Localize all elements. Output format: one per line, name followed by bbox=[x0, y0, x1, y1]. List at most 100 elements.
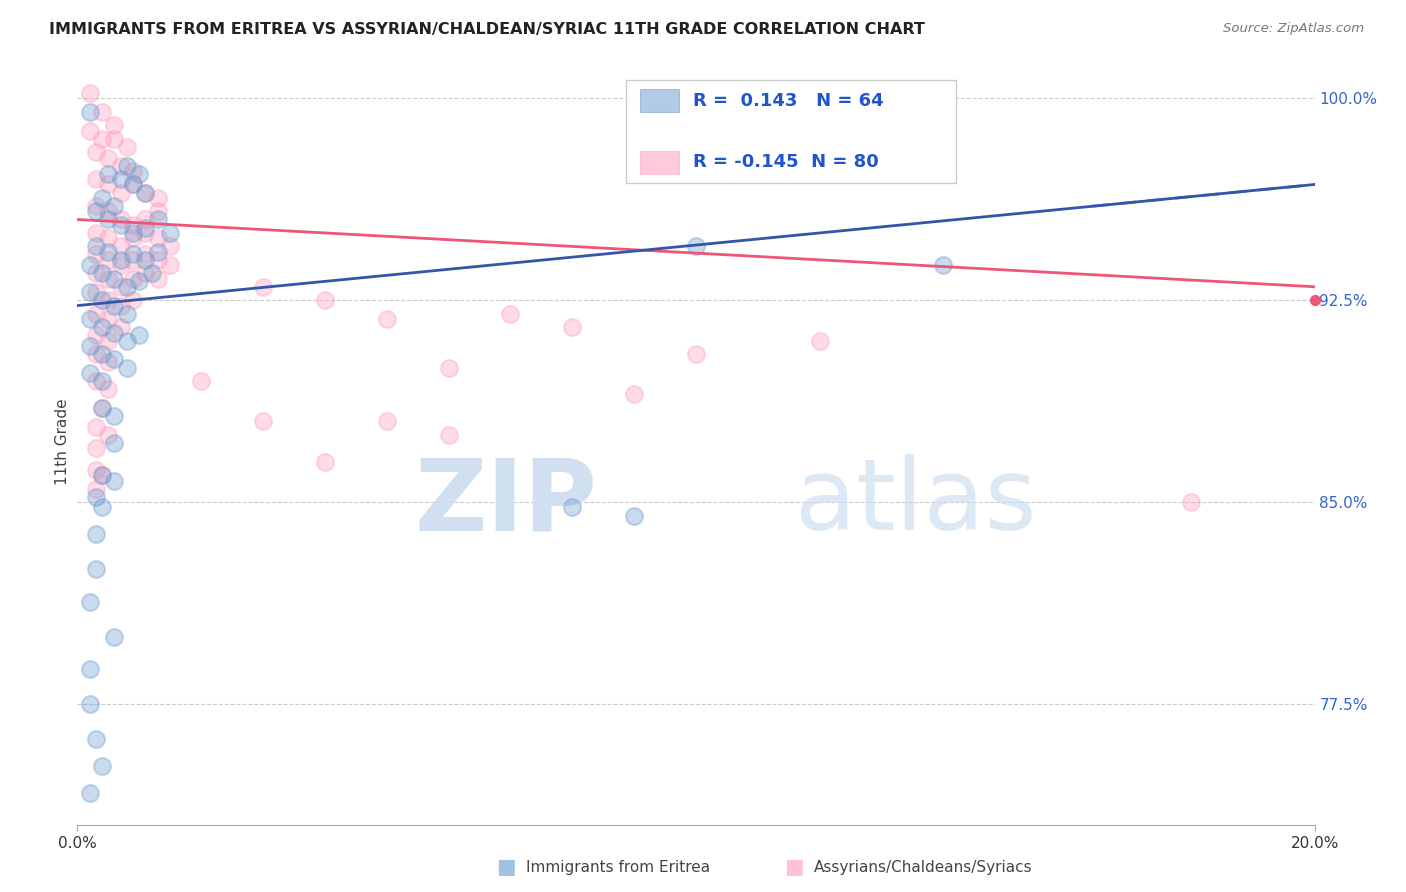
Point bbox=[84, 490, 107, 504]
Point bbox=[91, 401, 114, 415]
Point bbox=[110, 218, 132, 232]
Point bbox=[84, 199, 107, 213]
Point bbox=[79, 258, 101, 272]
Text: ■: ■ bbox=[785, 857, 804, 877]
Point bbox=[110, 299, 132, 313]
Point bbox=[79, 595, 101, 609]
Point bbox=[84, 463, 107, 477]
Point bbox=[122, 164, 145, 178]
Point bbox=[103, 132, 125, 146]
Point bbox=[134, 252, 156, 267]
Point bbox=[103, 352, 125, 367]
Point bbox=[97, 271, 120, 285]
Point bbox=[103, 436, 125, 450]
Text: IMMIGRANTS FROM ERITREA VS ASSYRIAN/CHALDEAN/SYRIAC 11TH GRADE CORRELATION CHART: IMMIGRANTS FROM ERITREA VS ASSYRIAN/CHAL… bbox=[49, 22, 925, 37]
Text: atlas: atlas bbox=[794, 454, 1036, 551]
Point bbox=[110, 279, 132, 293]
Point bbox=[79, 86, 101, 100]
Point bbox=[110, 252, 132, 267]
Point bbox=[146, 244, 169, 259]
Point bbox=[146, 231, 169, 245]
Point bbox=[84, 347, 107, 361]
Point bbox=[146, 252, 169, 267]
Point bbox=[134, 186, 156, 200]
Point bbox=[103, 326, 125, 340]
Point bbox=[84, 172, 107, 186]
Point bbox=[499, 307, 522, 321]
Point bbox=[79, 339, 101, 353]
Point bbox=[103, 271, 125, 285]
Point bbox=[110, 320, 132, 334]
Point bbox=[84, 239, 107, 253]
Point bbox=[122, 178, 145, 192]
Point bbox=[134, 266, 156, 280]
Text: R =  0.143   N = 64: R = 0.143 N = 64 bbox=[693, 92, 884, 110]
Text: ■: ■ bbox=[496, 857, 516, 877]
Point bbox=[159, 239, 181, 253]
Y-axis label: 11th Grade: 11th Grade bbox=[55, 398, 70, 485]
Text: Source: ZipAtlas.com: Source: ZipAtlas.com bbox=[1223, 22, 1364, 36]
Point bbox=[84, 482, 107, 496]
Point bbox=[159, 258, 181, 272]
Text: R = -0.145  N = 80: R = -0.145 N = 80 bbox=[693, 153, 879, 171]
Point bbox=[91, 374, 114, 388]
Point bbox=[84, 247, 107, 261]
Point bbox=[79, 104, 101, 119]
Point bbox=[79, 697, 101, 711]
Point bbox=[122, 252, 145, 267]
Point bbox=[561, 500, 583, 515]
Point bbox=[91, 104, 114, 119]
Point bbox=[146, 271, 169, 285]
Point bbox=[84, 419, 107, 434]
Point bbox=[252, 279, 274, 293]
Text: Immigrants from Eritrea: Immigrants from Eritrea bbox=[526, 860, 710, 874]
Point bbox=[103, 299, 125, 313]
Point bbox=[97, 151, 120, 165]
Point bbox=[97, 204, 120, 219]
Text: ZIP: ZIP bbox=[415, 454, 598, 551]
Point bbox=[115, 159, 138, 173]
Point bbox=[932, 258, 955, 272]
Point bbox=[437, 427, 460, 442]
Point bbox=[91, 759, 114, 773]
Point bbox=[97, 355, 120, 369]
Point bbox=[110, 172, 132, 186]
Point bbox=[103, 474, 125, 488]
Point bbox=[103, 630, 125, 644]
Point bbox=[146, 191, 169, 205]
Point bbox=[146, 204, 169, 219]
Point bbox=[623, 508, 645, 523]
Point bbox=[252, 414, 274, 428]
Point bbox=[91, 401, 114, 415]
Point bbox=[623, 387, 645, 401]
Point bbox=[97, 382, 120, 396]
Point bbox=[97, 252, 120, 267]
Point bbox=[110, 186, 132, 200]
Point bbox=[134, 226, 156, 240]
Point bbox=[91, 293, 114, 308]
Point bbox=[91, 500, 114, 515]
Point bbox=[91, 132, 114, 146]
Point bbox=[190, 374, 212, 388]
Point bbox=[79, 312, 101, 326]
Point bbox=[84, 442, 107, 456]
Point bbox=[84, 562, 107, 576]
Point bbox=[91, 320, 114, 334]
Point bbox=[103, 409, 125, 423]
Point bbox=[375, 312, 398, 326]
Point bbox=[110, 212, 132, 227]
Point bbox=[84, 266, 107, 280]
Point bbox=[115, 360, 138, 375]
Point bbox=[84, 285, 107, 300]
Point bbox=[122, 218, 145, 232]
Point bbox=[79, 366, 101, 380]
Point bbox=[79, 786, 101, 800]
Point bbox=[115, 307, 138, 321]
Point bbox=[375, 414, 398, 428]
Point bbox=[91, 347, 114, 361]
Point bbox=[122, 178, 145, 192]
Point bbox=[79, 285, 101, 300]
Point bbox=[808, 334, 831, 348]
Point bbox=[115, 279, 138, 293]
Text: Assyrians/Chaldeans/Syriacs: Assyrians/Chaldeans/Syriacs bbox=[814, 860, 1032, 874]
